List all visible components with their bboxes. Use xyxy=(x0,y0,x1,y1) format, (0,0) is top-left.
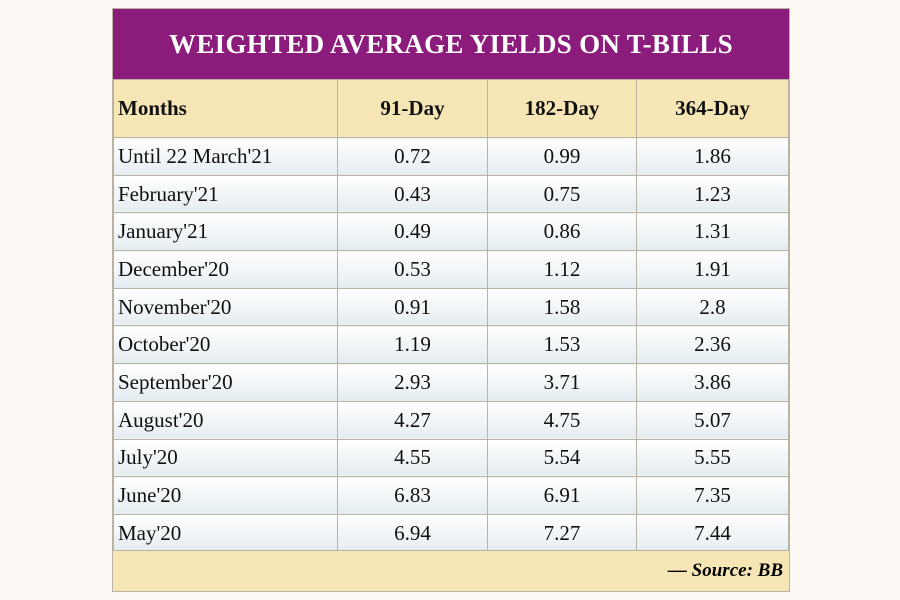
yield-cell: 5.07 xyxy=(636,400,789,440)
yield-cell: 7.27 xyxy=(487,513,637,553)
table-row: August'20 4.27 4.75 5.07 xyxy=(113,400,789,440)
table-row: Until 22 March'21 0.72 0.99 1.86 xyxy=(113,137,789,176)
month-cell: June'20 xyxy=(113,476,338,515)
table-row: May'20 6.94 7.27 7.44 xyxy=(113,513,789,553)
yield-cell: 0.53 xyxy=(337,250,488,289)
header-row: Months 91-Day 182-Day 364-Day xyxy=(113,79,789,138)
month-cell: January'21 xyxy=(113,212,338,252)
month-cell: December'20 xyxy=(113,250,338,289)
column-header: 91-Day xyxy=(337,79,488,138)
yield-cell: 0.91 xyxy=(337,287,488,327)
yield-cell: 0.43 xyxy=(337,174,488,214)
table-row: February'21 0.43 0.75 1.23 xyxy=(113,174,789,214)
month-cell: August'20 xyxy=(113,400,338,440)
table-title: WEIGHTED AVERAGE YIELDS ON T-BILLS xyxy=(113,9,789,79)
yield-cell: 5.55 xyxy=(636,438,789,478)
yield-cell: 4.75 xyxy=(487,400,637,440)
table-row: January'21 0.49 0.86 1.31 xyxy=(113,212,789,252)
yield-cell: 1.53 xyxy=(487,325,637,365)
yield-cell: 1.91 xyxy=(636,250,789,289)
column-header: 364-Day xyxy=(636,79,789,138)
month-cell: February'21 xyxy=(113,174,338,214)
table-row: November'20 0.91 1.58 2.8 xyxy=(113,287,789,327)
yield-table-card: WEIGHTED AVERAGE YIELDS ON T-BILLS Month… xyxy=(112,8,790,592)
table-row: June'20 6.83 6.91 7.35 xyxy=(113,476,789,515)
yield-cell: 1.31 xyxy=(636,212,789,252)
yield-cell: 3.71 xyxy=(487,363,637,402)
month-cell: October'20 xyxy=(113,325,338,365)
month-cell: September'20 xyxy=(113,363,338,402)
yield-cell: 0.75 xyxy=(487,174,637,214)
month-cell: Until 22 March'21 xyxy=(113,137,338,176)
yield-cell: 2.8 xyxy=(636,287,789,327)
yield-cell: 3.86 xyxy=(636,363,789,402)
yield-cell: 4.27 xyxy=(337,400,488,440)
table-row: October'20 1.19 1.53 2.36 xyxy=(113,325,789,365)
yield-cell: 5.54 xyxy=(487,438,637,478)
yield-cell: 1.12 xyxy=(487,250,637,289)
yield-cell: 0.72 xyxy=(337,137,488,176)
yield-cell: 1.19 xyxy=(337,325,488,365)
table-body: Until 22 March'21 0.72 0.99 1.86 February'21… xyxy=(113,137,789,553)
yield-cell: 7.35 xyxy=(636,476,789,515)
yield-cell: 0.86 xyxy=(487,212,637,252)
column-header: 182-Day xyxy=(487,79,637,138)
yield-cell: 6.83 xyxy=(337,476,488,515)
table-row: September'20 2.93 3.71 3.86 xyxy=(113,363,789,402)
yield-cell: 2.36 xyxy=(636,325,789,365)
yield-cell: 2.93 xyxy=(337,363,488,402)
yield-table: Months 91-Day 182-Day 364-Day Until 22 Marc… xyxy=(113,79,789,553)
month-cell: November'20 xyxy=(113,287,338,327)
table-row: July'20 4.55 5.54 5.55 xyxy=(113,438,789,478)
month-cell: May'20 xyxy=(113,513,338,553)
yield-cell: 1.58 xyxy=(487,287,637,327)
yield-cell: 0.99 xyxy=(487,137,637,176)
column-header: Months xyxy=(113,79,338,138)
table-row: December'20 0.53 1.12 1.91 xyxy=(113,250,789,289)
yield-cell: 1.86 xyxy=(636,137,789,176)
yield-cell: 4.55 xyxy=(337,438,488,478)
yield-cell: 6.91 xyxy=(487,476,637,515)
source-note: — Source: BB xyxy=(113,550,789,591)
month-cell: July'20 xyxy=(113,438,338,478)
yield-cell: 1.23 xyxy=(636,174,789,214)
yield-cell: 0.49 xyxy=(337,212,488,252)
yield-cell: 7.44 xyxy=(636,513,789,553)
yield-cell: 6.94 xyxy=(337,513,488,553)
